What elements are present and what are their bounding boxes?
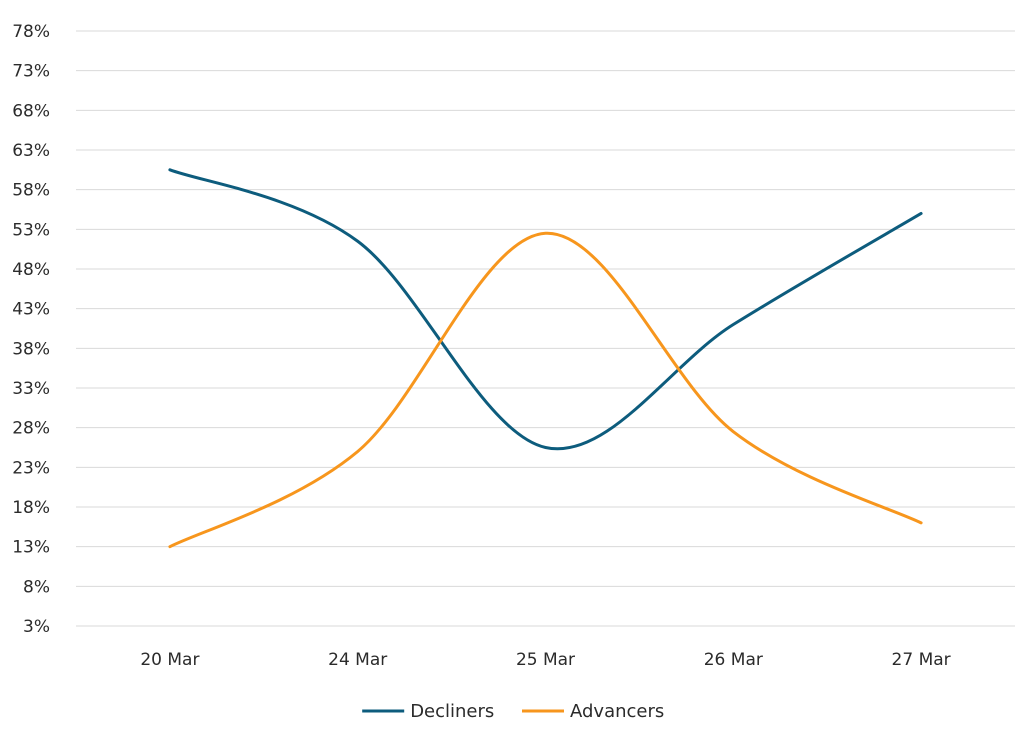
y-axis-ticks: 3% 8% 13% 18% 23% 28% 33% 38% 43% 48% 53% 58% 63% 68%…: [12, 22, 50, 637]
x-tick-label: 24 Mar: [328, 650, 387, 670]
y-tick-label: 38%: [12, 339, 50, 359]
y-tick-label: 33%: [12, 379, 50, 399]
legend-label-decliners: Decliners: [410, 701, 494, 722]
series-line-advancers: [168, 231, 923, 549]
x-tick-label: 27 Mar: [892, 650, 951, 670]
y-tick-label: 78%: [12, 22, 50, 42]
y-tick-label: 58%: [12, 181, 50, 201]
y-tick-label: 53%: [12, 220, 50, 240]
y-tick-label: 43%: [12, 300, 50, 320]
x-tick-label: 26 Mar: [704, 650, 763, 670]
x-axis-ticks: 20 Mar 24 Mar 25 Mar 26 Mar 27 Mar: [140, 650, 950, 670]
legend: Decliners Advancers: [362, 701, 664, 722]
y-tick-label: 3%: [23, 617, 50, 637]
y-tick-label: 8%: [23, 577, 50, 597]
y-tick-label: 73%: [12, 62, 50, 82]
y-tick-label: 48%: [12, 260, 50, 280]
x-tick-label: 25 Mar: [516, 650, 575, 670]
y-tick-label: 23%: [12, 458, 50, 478]
x-tick-label: 20 Mar: [140, 650, 199, 670]
series-line-decliners: [168, 168, 923, 451]
series-lines: [168, 168, 923, 549]
y-tick-label: 63%: [12, 141, 50, 161]
legend-label-advancers: Advancers: [570, 701, 664, 722]
gridlines: [76, 30, 1015, 627]
y-tick-label: 18%: [12, 498, 50, 518]
y-tick-label: 28%: [12, 419, 50, 439]
y-tick-label: 13%: [12, 538, 50, 558]
y-tick-label: 68%: [12, 101, 50, 121]
